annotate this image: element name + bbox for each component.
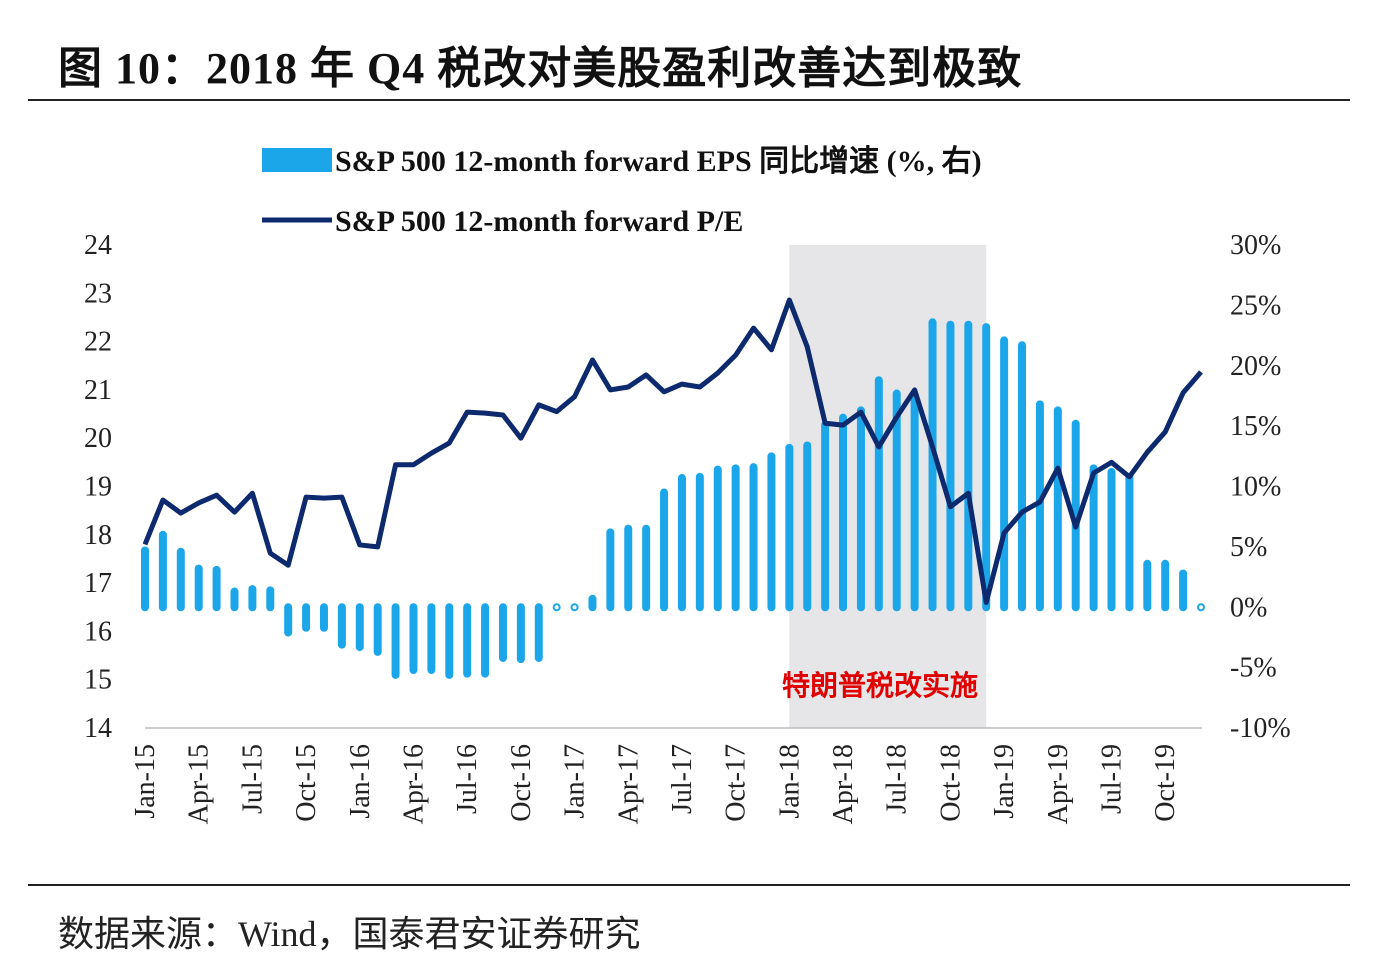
x-tick-label: Apr-17: [613, 744, 644, 824]
legend-bar-label: S&P 500 12-month forward EPS 同比增速 (%, 右): [335, 145, 982, 178]
y-right-tick-label: -5%: [1230, 653, 1277, 684]
y-right-tick-label: 20%: [1230, 351, 1281, 382]
x-tick-label: Jan-17: [560, 744, 591, 819]
y-left-tick-label: 23: [84, 278, 112, 309]
eps-bar: [1197, 603, 1205, 612]
y-axis-left: 14 15 16 17 18 19 20 21 22 23 24: [84, 230, 112, 744]
y-right-tick-label: 30%: [1230, 230, 1281, 261]
shaded-region-label: 特朗普税改实施: [782, 669, 978, 702]
legend-line-label: S&P 500 12-month forward P/E: [335, 205, 743, 238]
x-tick-label: Oct-15: [291, 744, 322, 822]
x-tick-label: Oct-16: [506, 744, 537, 822]
y-right-tick-label: 15%: [1230, 411, 1281, 442]
figure-title: 图 10：2018 年 Q4 税改对美股盈利改善达到极致: [58, 44, 1023, 93]
y-right-tick-label: 0%: [1230, 592, 1267, 623]
x-tick-label: Oct-17: [721, 744, 752, 822]
y-right-tick-label: 25%: [1230, 290, 1281, 321]
x-tick-label: Oct-18: [935, 744, 966, 822]
x-tick-label: Jan-15: [130, 744, 161, 819]
source-note: 数据来源：Wind，国泰君安证券研究: [58, 914, 641, 954]
source-rule: [28, 884, 1350, 886]
x-tick-label: Jul-19: [1097, 744, 1128, 814]
x-tick-label: Jul-15: [237, 744, 268, 814]
title-rule: [28, 99, 1350, 101]
y-left-tick-label: 19: [84, 472, 112, 503]
legend: S&P 500 12-month forward EPS 同比增速 (%, 右)…: [262, 145, 982, 238]
y-right-tick-label: 10%: [1230, 472, 1281, 503]
x-tick-label: Jan-16: [345, 744, 376, 819]
x-tick-label: Apr-15: [184, 744, 215, 824]
y-left-tick-label: 21: [84, 375, 112, 406]
legend-bar-swatch: [262, 148, 332, 172]
x-tick-label: Jul-17: [667, 744, 698, 814]
y-left-tick-label: 15: [84, 665, 112, 696]
y-left-tick-label: 20: [84, 423, 112, 454]
y-left-tick-label: 22: [84, 327, 112, 358]
tax-reform-shaded-region: [789, 245, 987, 728]
x-tick-label: Apr-18: [828, 744, 859, 824]
y-left-tick-label: 17: [84, 568, 112, 599]
eps-growth-bars: [141, 318, 1205, 679]
y-left-tick-label: 24: [84, 230, 112, 261]
y-axis-right: -10% -5% 0% 5% 10% 15% 20% 25% 30%: [1230, 230, 1291, 744]
eps-bar: [570, 603, 579, 612]
y-right-tick-label: 5%: [1230, 532, 1267, 563]
y-left-tick-label: 18: [84, 520, 112, 551]
x-tick-label: Oct-19: [1150, 744, 1181, 822]
x-tick-label: Apr-19: [1043, 744, 1074, 824]
x-tick-label: Jan-18: [774, 744, 805, 819]
x-tick-label: Jan-19: [989, 744, 1020, 819]
y-left-tick-label: 14: [84, 713, 112, 744]
y-left-tick-label: 16: [84, 616, 112, 647]
x-tick-label: Apr-16: [398, 744, 429, 824]
eps-bar: [552, 603, 561, 612]
y-right-tick-label: -10%: [1230, 713, 1291, 744]
x-tick-label: Jul-16: [452, 744, 483, 814]
pe-line: [142, 297, 1203, 605]
x-tick-label: Jul-18: [882, 744, 913, 814]
x-axis-ticks: Jan-15 Apr-15 Jul-15 Oct-15 Jan-16 Apr-16 Jul-…: [130, 744, 1181, 824]
